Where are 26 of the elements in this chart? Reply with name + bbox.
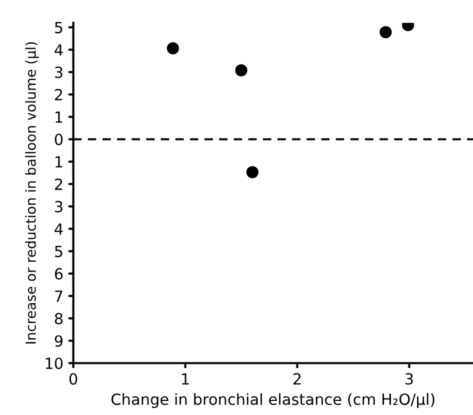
y-tick-label: 2 xyxy=(54,178,62,190)
y-axis-title: Increase or reduction in balloon volume (μl) xyxy=(25,42,39,344)
y-tick-label: 1 xyxy=(56,156,62,168)
y-tick-label: 0 xyxy=(54,134,63,146)
point xyxy=(246,166,259,178)
y-tick-label: 5 xyxy=(55,246,62,258)
x-tick-label: 0 xyxy=(69,373,78,385)
y-tick-label: 4 xyxy=(54,44,63,56)
x-axis-title: Change in bronchial elastance (cm H₂O/μl) xyxy=(111,393,434,408)
x-tick-label: 2 xyxy=(293,373,301,384)
y-tick-label: 3 xyxy=(55,66,62,78)
y-tick-label: 4 xyxy=(54,223,63,235)
y-tick-label: 3 xyxy=(55,200,62,212)
y-tick-label: 9 xyxy=(54,335,63,347)
x-tick-label: 3 xyxy=(405,373,413,385)
y-tick-label: 10 xyxy=(46,358,63,370)
y-tick-label: 2 xyxy=(54,88,62,100)
y-tick-label: 7 xyxy=(55,290,62,302)
y-tick-label: 1 xyxy=(56,112,62,123)
x-tick-label: 1 xyxy=(182,373,189,384)
y-tick-label: 8 xyxy=(54,312,63,324)
point xyxy=(235,64,248,76)
point xyxy=(166,42,180,54)
y-tick-label: 6 xyxy=(54,268,63,280)
point xyxy=(380,26,392,38)
y-tick-label: 5 xyxy=(55,22,62,34)
